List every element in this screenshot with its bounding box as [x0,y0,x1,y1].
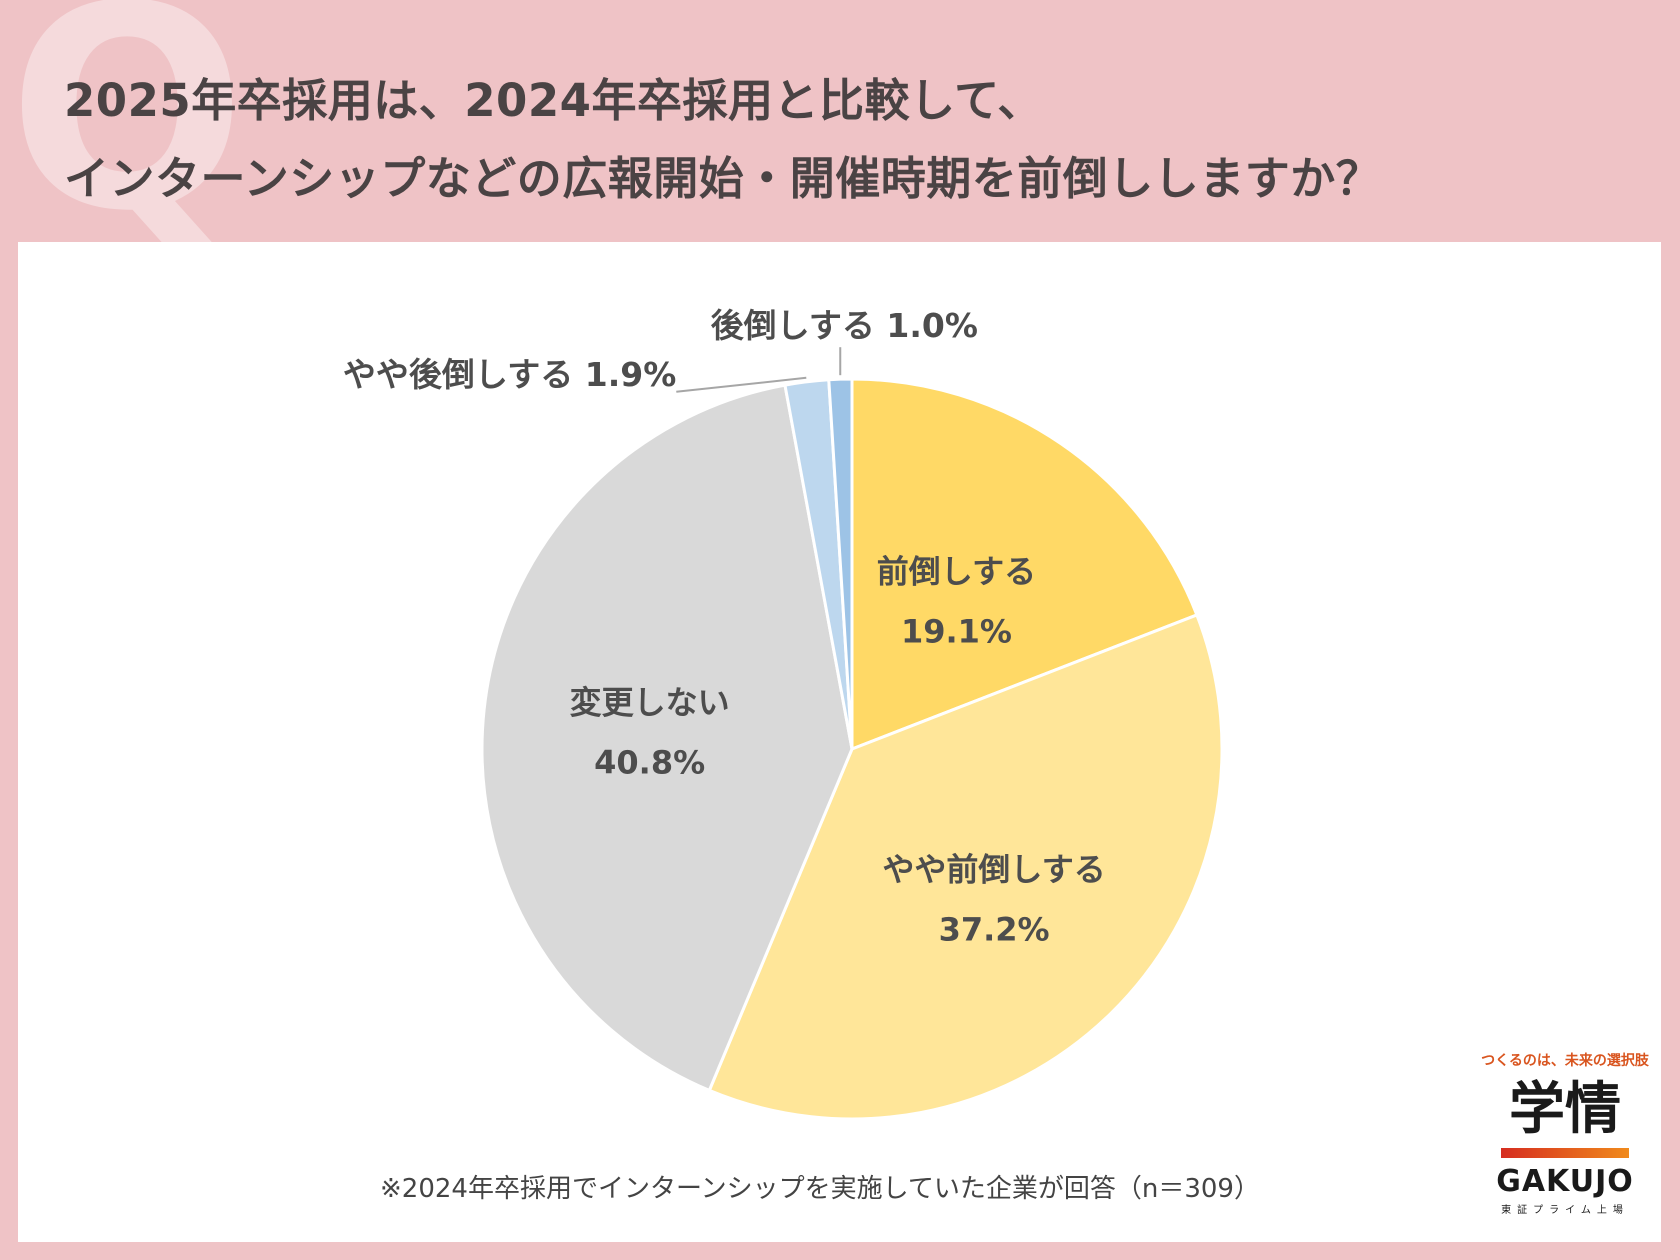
pie-slice [707,613,1224,1121]
logo-tagline: つくるのは、未来の選択肢 [1481,1053,1649,1069]
slice-label: 変更しない [570,683,730,721]
title-line-2: インターンシップなどの広報開始・開催時期を前倒ししますか？ [64,152,1382,205]
footnote: ※2024年卒採用でインターンシップを実施していた企業が回答（n＝309） [380,1174,1260,1204]
pie-slice [480,383,854,1093]
logo-kanji: 学情 [1509,1077,1621,1142]
pie-slice [850,377,1199,752]
slice-value-label: 40.8% [594,743,705,781]
pie-slice [827,377,854,750]
callout-leader-line [676,376,807,393]
logo-name: GAKUJO [1496,1164,1634,1199]
slice-label: やや前倒しする [882,851,1105,889]
callout-label: やや後倒しする 1.9% [343,355,676,394]
q-decoration: Q [8,0,247,273]
title-line-1: 2025年卒採用は、2024年卒採用と比較して、 [64,74,1043,127]
page-title: 2025年卒採用は、2024年卒採用と比較して、 インターンシップなどの広報開始… [64,62,1654,218]
callout-label: 後倒しする 1.0% [711,306,978,345]
slice-value-label: 19.1% [901,612,1012,650]
gakujo-logo: つくるのは、未来の選択肢 学情 GAKUJO 東証プライム上場 [1470,1050,1660,1216]
pie-chart: やや後倒しする 1.9% 後倒しする 1.0% 前倒しする 19.1% やや前倒しする… [343,306,1224,1121]
slice-label: 前倒しする [877,552,1036,590]
chart-panel: やや後倒しする 1.9% 後倒しする 1.0% 前倒しする 19.1% やや前倒しする… [18,242,1661,1242]
logo-bar [1501,1148,1629,1158]
logo-sub: 東証プライム上場 [1501,1205,1629,1216]
slice-value-label: 37.2% [939,911,1050,949]
